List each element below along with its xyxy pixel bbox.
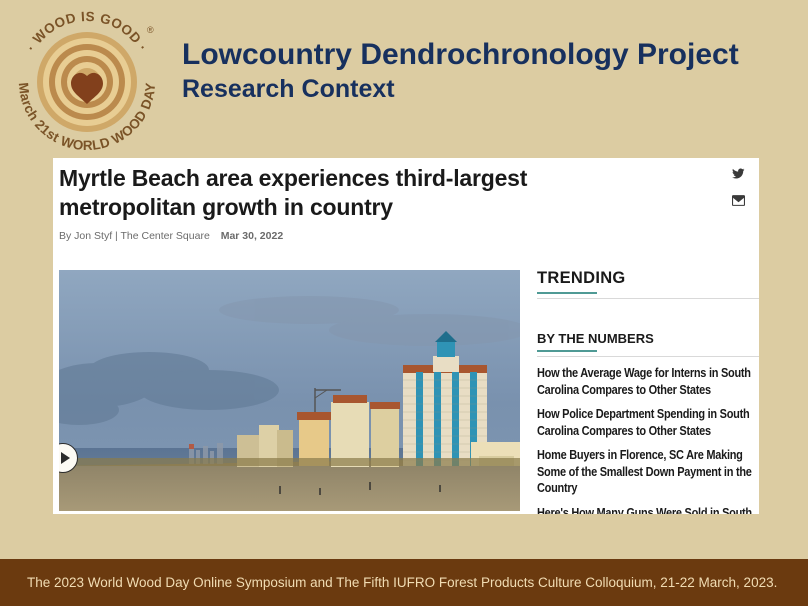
svg-text:®: ® (147, 25, 154, 35)
